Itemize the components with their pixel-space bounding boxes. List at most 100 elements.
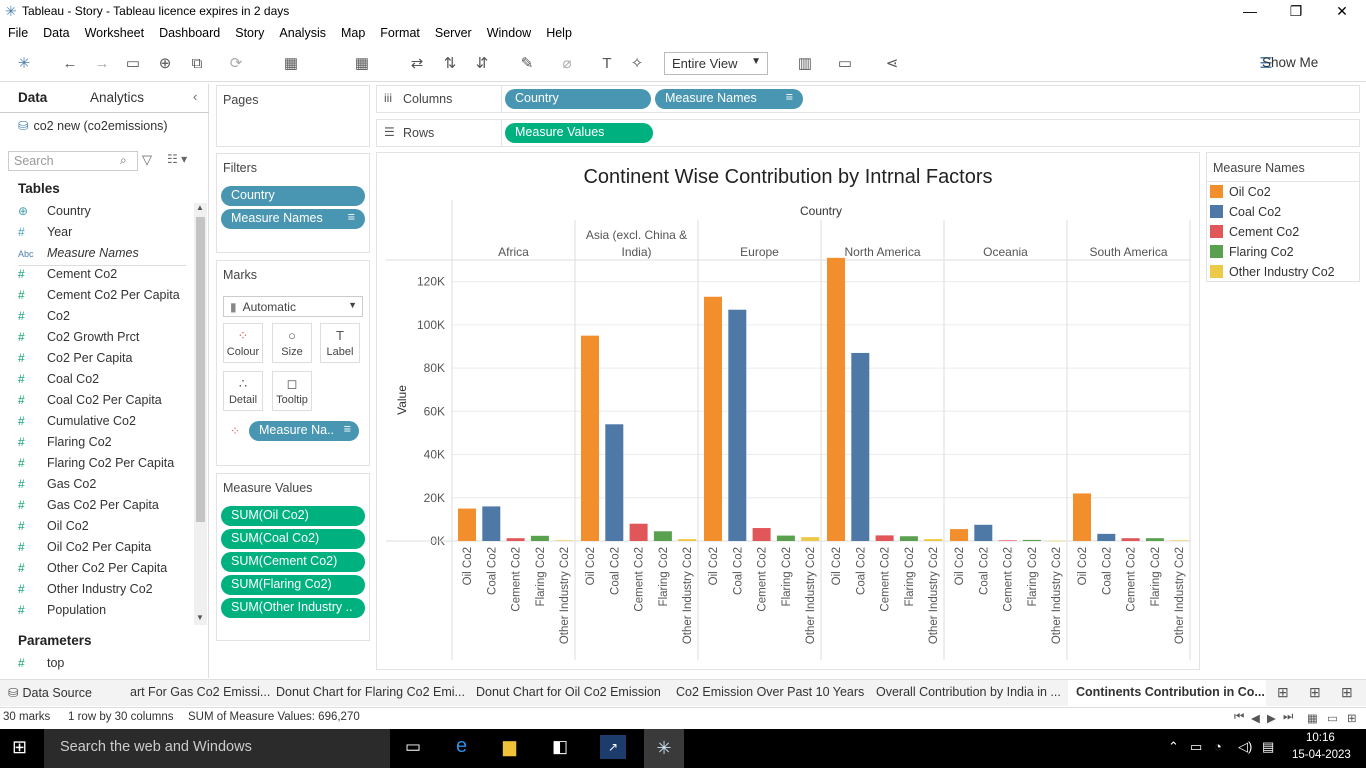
menu-window[interactable]: Window bbox=[486, 26, 532, 40]
datasource-item[interactable]: ⛁ co2 new (co2emissions) bbox=[18, 118, 168, 133]
legend-item[interactable]: Coal Co2 bbox=[1210, 205, 1281, 225]
notifications-icon[interactable]: ▤ bbox=[1262, 739, 1275, 754]
menu-map[interactable]: Map bbox=[340, 26, 366, 40]
sort-ascending-icon[interactable]: ⇅ bbox=[443, 55, 457, 72]
field-item[interactable]: # Oil Co2 bbox=[18, 519, 89, 540]
scroll-thumb[interactable] bbox=[196, 217, 205, 522]
share-icon[interactable]: ⋖ bbox=[885, 55, 899, 72]
color-pill-measure-names[interactable]: Measure Na.. ≡ bbox=[249, 421, 359, 441]
sort-descending-icon[interactable]: ⇵ bbox=[475, 55, 489, 72]
view-options-icon[interactable]: ☷ ▾ bbox=[167, 152, 188, 166]
search-input[interactable]: Search bbox=[8, 151, 138, 171]
tooltip-button[interactable]: ◻ Tooltip bbox=[272, 371, 312, 411]
field-item[interactable]: # Cumulative Co2 bbox=[18, 414, 136, 435]
new-dashboard-icon[interactable]: ⊞ bbox=[1309, 684, 1321, 700]
filter-pill-country[interactable]: Country bbox=[221, 186, 365, 206]
field-item[interactable]: # Gas Co2 bbox=[18, 477, 96, 498]
field-item[interactable]: # Co2 Per Capita bbox=[18, 351, 132, 372]
swap-icon[interactable]: ⇄ bbox=[410, 55, 424, 72]
minimize-button[interactable]: — bbox=[1243, 3, 1257, 19]
field-item[interactable]: # Flaring Co2 Per Capita bbox=[18, 456, 174, 477]
last-sheet-icon[interactable]: ⏭ bbox=[1283, 711, 1294, 723]
undo-icon[interactable]: ← bbox=[62, 55, 78, 72]
fit-icon[interactable]: ▥ bbox=[797, 55, 813, 72]
menu-data[interactable]: Data bbox=[43, 26, 70, 40]
tray-chevron-icon[interactable]: ⌃ bbox=[1168, 739, 1179, 754]
size-button[interactable]: ○ Size bbox=[272, 323, 312, 363]
task-view-icon[interactable]: ▭ bbox=[405, 737, 422, 756]
field-item[interactable]: # Other Industry Co2 bbox=[18, 582, 153, 603]
show-me-button[interactable]: Show Me bbox=[1262, 55, 1319, 70]
detail-button[interactable]: ∴ Detail bbox=[223, 371, 263, 411]
clock-time[interactable]: 10:16 bbox=[1306, 732, 1335, 744]
close-button[interactable]: ✕ bbox=[1336, 3, 1348, 19]
filter-pill-measure-names[interactable]: Measure Names ≡ bbox=[221, 209, 365, 229]
clock-date[interactable]: 15-04-2023 bbox=[1292, 749, 1351, 761]
new-story-icon[interactable]: ⊞ bbox=[1341, 684, 1353, 700]
next-sheet-icon[interactable]: ▶ bbox=[1267, 713, 1276, 725]
scroll-down-icon[interactable]: ▼ bbox=[196, 613, 204, 622]
legend-item[interactable]: Other Industry Co2 bbox=[1210, 265, 1335, 285]
legend-item[interactable]: Cement Co2 bbox=[1210, 225, 1299, 245]
tableau-app-icon[interactable]: ✳ bbox=[644, 729, 684, 768]
scroll-up-icon[interactable]: ▲ bbox=[196, 203, 204, 212]
menu-story[interactable]: Story bbox=[235, 26, 265, 40]
collapse-pane-icon[interactable]: ‹ bbox=[193, 89, 198, 104]
field-item[interactable]: # Flaring Co2 bbox=[18, 435, 112, 456]
colour-button[interactable]: ⁘ Colour bbox=[223, 323, 263, 363]
mark-type-select[interactable]: ▮ Automatic ▼ bbox=[223, 296, 363, 317]
field-item[interactable]: # Co2 bbox=[18, 309, 70, 330]
rows-pill-measure-values[interactable]: Measure Values bbox=[505, 123, 653, 143]
new-worksheet-icon[interactable]: ▦ bbox=[283, 55, 299, 72]
sheet-tab[interactable]: Donut Chart for Flaring Co2 Emi... bbox=[276, 685, 465, 699]
menu-server[interactable]: Server bbox=[434, 26, 472, 40]
prev-sheet-icon[interactable]: ◀ bbox=[1251, 713, 1260, 725]
field-item[interactable]: # Gas Co2 Per Capita bbox=[18, 498, 159, 519]
sheet-tab[interactable]: Co2 Emission Over Past 10 Years bbox=[676, 685, 865, 699]
save-icon[interactable]: ▭ bbox=[125, 55, 141, 72]
field-item[interactable]: # Cement Co2 Per Capita bbox=[18, 288, 180, 309]
network-icon[interactable]: ◔ bbox=[1214, 739, 1222, 754]
battery-icon[interactable]: ▭ bbox=[1190, 739, 1203, 754]
columns-pill-country[interactable]: Country bbox=[505, 89, 651, 109]
sheet-tab[interactable]: art For Gas Co2 Emissi... bbox=[130, 685, 271, 699]
pin-icon[interactable]: ✧ bbox=[630, 55, 644, 72]
file-explorer-icon[interactable]: ▆ bbox=[503, 737, 517, 756]
menu-file[interactable]: File bbox=[8, 26, 29, 40]
new-datasource-icon[interactable]: ⊕ bbox=[158, 55, 172, 72]
group-icon[interactable]: ⌀ bbox=[562, 55, 572, 72]
measure-pill[interactable]: SUM(Oil Co2) bbox=[221, 506, 365, 526]
store-icon[interactable]: ◧ bbox=[552, 737, 569, 756]
measure-pill[interactable]: SUM(Coal Co2) bbox=[221, 529, 365, 549]
tableau-home-icon[interactable]: ✳ bbox=[17, 55, 31, 72]
menu-help[interactable]: Help bbox=[546, 26, 572, 40]
legend-item[interactable]: Flaring Co2 bbox=[1210, 245, 1294, 265]
field-item[interactable]: # Coal Co2 Per Capita bbox=[18, 393, 162, 414]
tab-data[interactable]: Data bbox=[18, 90, 48, 105]
measure-pill[interactable]: SUM(Flaring Co2) bbox=[221, 575, 365, 595]
clear-sheet-icon[interactable]: ▦ bbox=[354, 55, 370, 72]
field-item[interactable]: # Oil Co2 Per Capita bbox=[18, 540, 151, 561]
field-item[interactable]: # Other Co2 Per Capita bbox=[18, 561, 167, 582]
view-mode-select[interactable]: Entire View ▼ bbox=[664, 52, 768, 75]
edge-icon[interactable]: e bbox=[456, 735, 468, 757]
presentation-icon[interactable]: ▭ bbox=[837, 55, 853, 72]
columns-pill-measure-names[interactable]: Measure Names ≡ bbox=[655, 89, 803, 109]
highlight-icon[interactable]: ✎ bbox=[520, 55, 534, 72]
restore-button[interactable]: ❐ bbox=[1289, 3, 1303, 19]
new-worksheet-icon[interactable]: ⊞ bbox=[1277, 684, 1289, 700]
first-sheet-icon[interactable]: ⏮ bbox=[1234, 711, 1245, 723]
pause-updates-icon[interactable]: ⧉ bbox=[191, 55, 203, 72]
field-item[interactable]: # Cement Co2 bbox=[18, 267, 117, 288]
field-item[interactable]: ⊕ Country bbox=[18, 204, 91, 225]
sheet-tab[interactable]: Continents Contribution in Co... bbox=[1076, 685, 1265, 699]
taskbar-search[interactable]: Search the web and Windows bbox=[44, 729, 390, 768]
field-item[interactable]: # Year bbox=[18, 225, 72, 246]
menu-dashboard[interactable]: Dashboard bbox=[159, 26, 221, 40]
menu-format[interactable]: Format bbox=[380, 26, 420, 40]
data-source-tab[interactable]: ⛁ Data Source bbox=[8, 685, 92, 700]
parameter-top[interactable]: # top bbox=[18, 656, 64, 677]
windows-start-icon[interactable]: ⊞ bbox=[12, 737, 28, 757]
tableau-taskbar-icon[interactable]: ↗ bbox=[600, 735, 626, 759]
measure-pill[interactable]: SUM(Other Industry .. bbox=[221, 598, 365, 618]
